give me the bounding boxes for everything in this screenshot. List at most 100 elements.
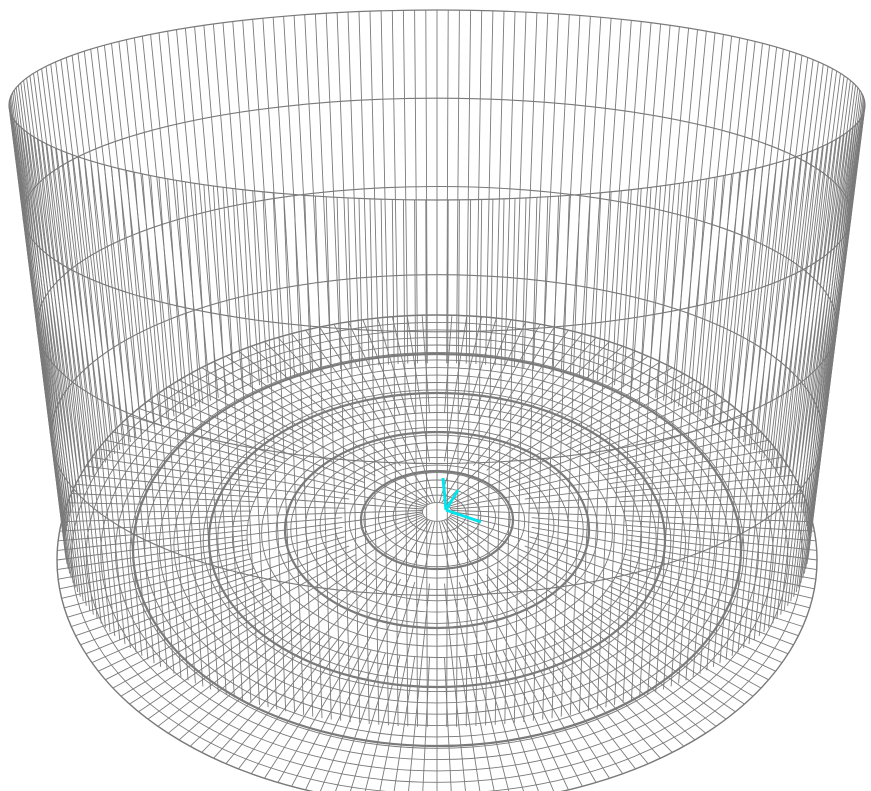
base-radial-line (422, 657, 430, 791)
base-radial-line (444, 315, 468, 462)
base-radial-line (406, 315, 430, 462)
base-radial-line (473, 333, 583, 467)
base-radial-line (112, 431, 357, 491)
base-radial-line (67, 502, 345, 509)
base-radial-line (71, 567, 255, 627)
wall-top-rim (8, 9, 866, 201)
base-radial-line (576, 393, 717, 453)
base-radial-line (486, 350, 636, 471)
base-radial-line (147, 400, 365, 484)
base-radial-line (625, 520, 815, 532)
base-radial-line (147, 561, 366, 720)
base-radial-line (64, 510, 251, 513)
base-radial-line (67, 536, 345, 618)
base-radial-line (112, 554, 357, 689)
triad-y-axis (441, 477, 448, 511)
base-radial-line (362, 319, 401, 416)
base-radial-line (458, 581, 524, 791)
base-radial-line (85, 545, 350, 655)
base-outer-edge (56, 314, 818, 791)
base-radial-line (623, 558, 810, 609)
base-radial-line (291, 578, 401, 787)
base-radial-line (458, 321, 527, 464)
base-radial-line (554, 367, 673, 440)
base-radial-line (509, 400, 727, 484)
tank-base-stiffeners (56, 314, 818, 791)
base-radial-line (444, 315, 453, 413)
base-radial-line (602, 594, 769, 681)
base-radial-line (80, 474, 259, 494)
base-radial-line (594, 423, 754, 468)
base-radial-line (554, 630, 673, 753)
base-radial-line (71, 493, 255, 503)
base-radial-line (225, 636, 332, 764)
base-radial-line (498, 568, 685, 747)
base-radial-line (178, 379, 309, 446)
base-radial-line (138, 407, 288, 460)
base-radial-line (347, 321, 416, 464)
base-radial-line (488, 652, 539, 791)
base-radial-line (59, 520, 249, 532)
base-radial-line (565, 624, 696, 741)
base-radial-line (444, 583, 466, 791)
base-radial-line (458, 316, 483, 414)
base-radial-line (524, 465, 789, 500)
base-radial-line (524, 545, 789, 655)
base-radial-line (498, 373, 685, 477)
base-radial-line (364, 654, 401, 791)
base-radial-line (531, 517, 816, 542)
base-radial-line (59, 548, 249, 590)
base-stiffener-ring (359, 469, 515, 571)
base-radial-line (609, 585, 783, 664)
base-radial-line (609, 456, 783, 485)
base-radial-line (517, 431, 762, 491)
base-radial-line (615, 576, 794, 646)
base-radial-line (250, 641, 345, 775)
base-radial-line (238, 350, 388, 471)
base-radial-line (305, 329, 372, 421)
base-stiffener-ring (207, 391, 667, 689)
base-radial-line (291, 333, 401, 467)
base-radial-line (517, 554, 762, 689)
base-radial-line (473, 578, 583, 787)
base-radial-line (201, 630, 320, 753)
base-radial-line (189, 568, 376, 747)
base-radial-line (488, 323, 541, 418)
base-radial-line (421, 315, 430, 413)
base-radial-line (80, 576, 259, 646)
base-radial-line (594, 602, 754, 697)
base-radial-line (516, 337, 597, 425)
base-radial-line (120, 423, 280, 468)
base-radial-line (91, 585, 265, 664)
base-radial-line (602, 439, 769, 476)
base-radial-line (619, 567, 803, 627)
base-radial-line (619, 493, 803, 503)
base-radial-line (473, 319, 512, 416)
base-radial-line (626, 539, 817, 571)
base-radial-line (531, 526, 816, 580)
base-radial-line (58, 517, 343, 542)
base-radial-line (529, 641, 624, 775)
base-radial-line (105, 439, 272, 476)
base-stiffener-ring (283, 430, 591, 630)
base-radial-line (486, 574, 636, 770)
base-radial-line (105, 594, 272, 681)
base-radial-line (225, 355, 332, 434)
base-radial-line (64, 558, 251, 609)
coordinate-triad-icon (441, 477, 482, 524)
base-radial-line (623, 510, 810, 513)
base-radial-line (91, 456, 265, 485)
base-radial-line (516, 645, 597, 783)
base-radial-line (138, 610, 289, 713)
base-radial-line (565, 379, 696, 446)
base-radial-line (277, 645, 358, 783)
base-radial-line (529, 536, 807, 618)
base-radial-line (201, 367, 320, 440)
base-radial-line (458, 656, 481, 791)
base-radial-line (393, 656, 416, 791)
base-radial-line (542, 355, 649, 434)
base-radial-line (408, 583, 430, 791)
base-radial-line (444, 657, 452, 791)
